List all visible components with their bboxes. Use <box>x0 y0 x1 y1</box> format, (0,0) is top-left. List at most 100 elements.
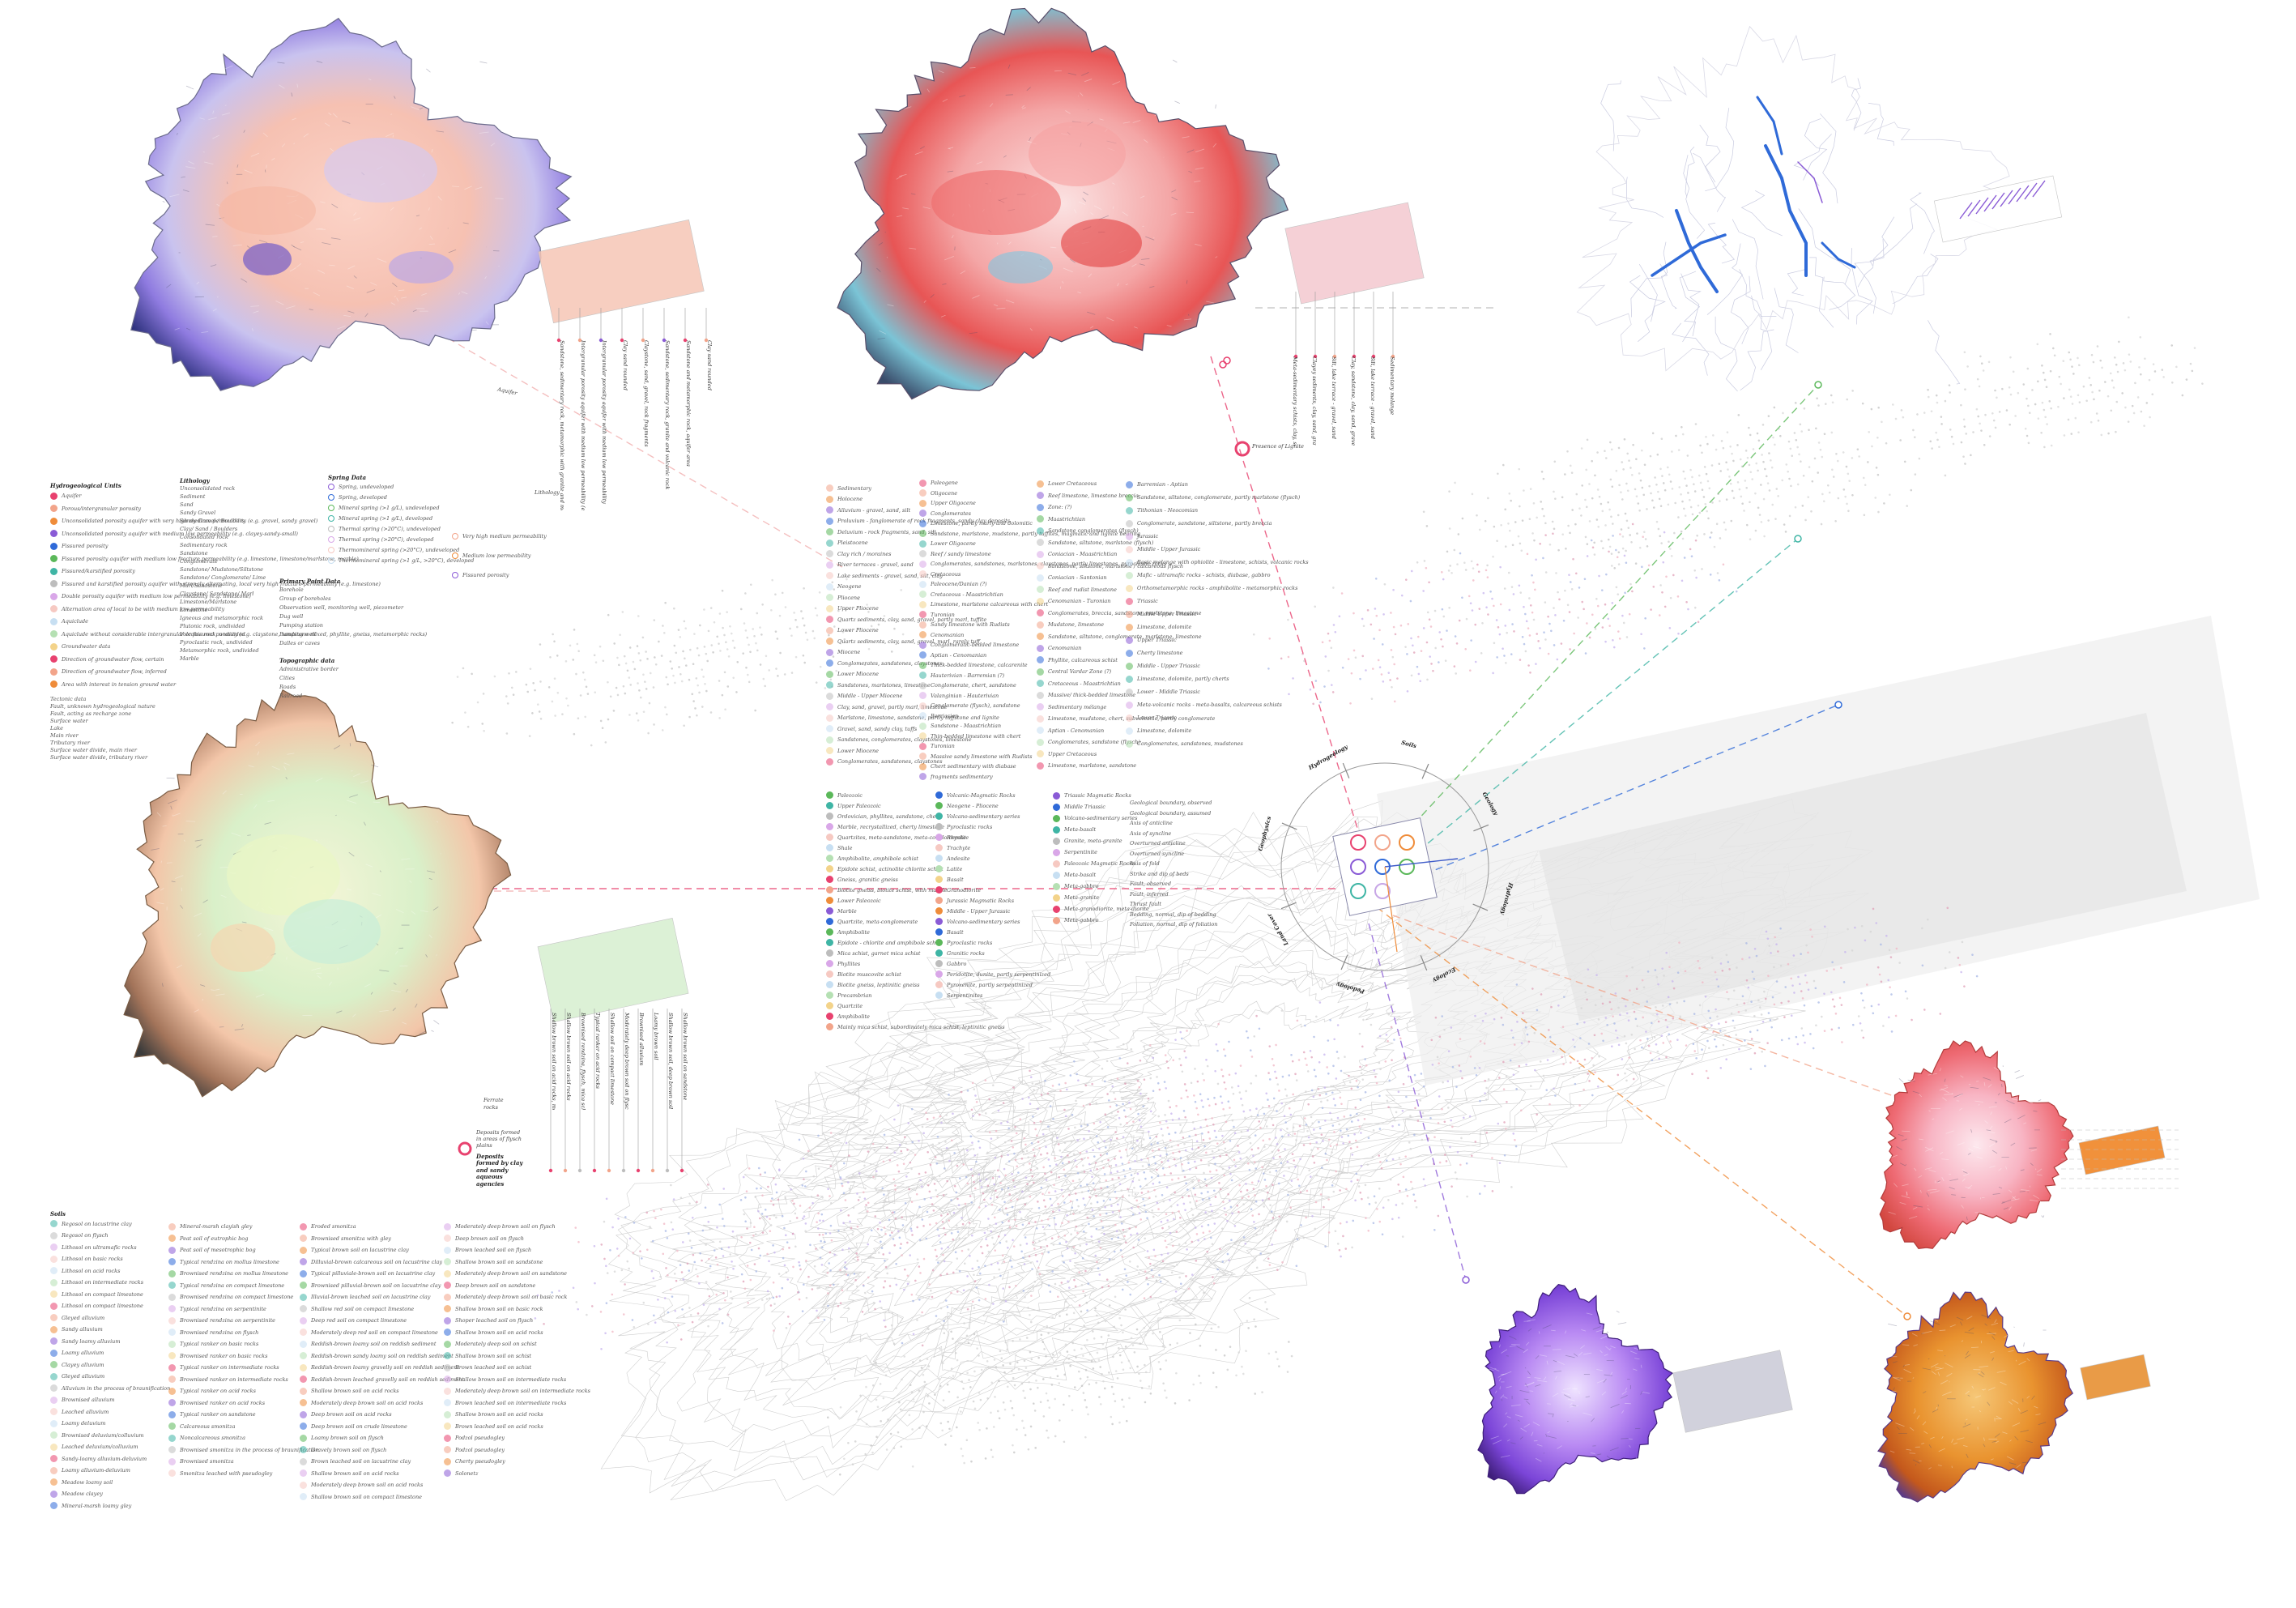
grid-dot <box>1699 481 1702 484</box>
connector-end-icon <box>1462 1276 1470 1284</box>
soil-unit-patch <box>283 899 381 964</box>
grid-dot <box>1174 1290 1178 1293</box>
grid-dot <box>1602 1039 1604 1043</box>
grid-dot <box>1790 977 1792 980</box>
grid-dot <box>1404 646 1407 648</box>
grid-dot <box>1906 505 1908 507</box>
grid-dot <box>1254 1074 1258 1077</box>
relief-stroke <box>271 766 280 770</box>
grid-dot <box>1178 1276 1181 1279</box>
grid-dot <box>1479 1099 1481 1103</box>
grid-dot <box>1069 1260 1071 1262</box>
grid-dot <box>1334 1230 1337 1233</box>
grid-dot <box>1037 1266 1040 1269</box>
grid-dot <box>1447 569 1450 572</box>
relief-stroke <box>1963 1173 1970 1176</box>
river-line <box>1751 295 1773 370</box>
grid-dot <box>1357 1119 1360 1122</box>
grid-dot <box>1803 407 1806 410</box>
relief-stroke <box>952 235 954 239</box>
grid-dot <box>1869 930 1872 933</box>
relief-stroke <box>1989 1143 1996 1147</box>
relief-stroke <box>1007 64 1011 69</box>
relief-stroke <box>1557 1445 1562 1449</box>
grid-dot <box>890 1324 893 1327</box>
grid-dot <box>931 1143 935 1146</box>
grid-dot <box>683 1315 685 1318</box>
grid-dot <box>1193 1094 1195 1097</box>
grid-dot <box>680 1271 684 1273</box>
grid-dot <box>1073 1060 1076 1063</box>
grid-dot <box>1045 1179 1048 1181</box>
grid-dot <box>1216 1142 1219 1145</box>
grid-dot <box>1262 1139 1265 1142</box>
grid-dot <box>1510 1186 1513 1188</box>
grid-dot <box>1655 1013 1659 1016</box>
grid-dot <box>1493 1017 1496 1021</box>
grid-dot <box>769 1230 772 1233</box>
grid-dot <box>1073 1278 1076 1282</box>
geology-unit-patch <box>1029 122 1126 186</box>
grid-dot <box>1102 1380 1105 1383</box>
grid-dot <box>1992 419 1996 422</box>
grid-dot <box>993 1183 996 1186</box>
relief-stroke <box>1902 1130 1910 1132</box>
grid-dot <box>1114 1158 1116 1160</box>
grid-dot <box>723 633 726 637</box>
grid-dot <box>1715 1045 1718 1048</box>
grid-dot <box>756 1187 758 1190</box>
grid-dot <box>1200 1225 1203 1228</box>
grid-dot <box>1299 1191 1302 1193</box>
grid-dot <box>1051 1316 1054 1319</box>
grid-dot <box>1311 1122 1314 1125</box>
grid-dot <box>811 1288 814 1290</box>
grid-dot <box>451 721 454 724</box>
relief-stroke <box>2001 1199 2012 1204</box>
grid-dot <box>1108 1225 1110 1228</box>
grid-dot <box>1140 1192 1144 1194</box>
grid-dot <box>1676 971 1680 975</box>
grid-dot <box>1032 1402 1035 1405</box>
relief-stroke <box>1967 1153 1971 1155</box>
grid-dot <box>1242 1236 1246 1239</box>
grid-dot <box>600 1243 603 1246</box>
grid-dot <box>1124 1346 1127 1348</box>
grid-dot <box>1004 1207 1007 1210</box>
relief-stroke <box>2021 1461 2029 1464</box>
relief-stroke <box>1497 1373 1505 1378</box>
grid-dot <box>866 604 868 606</box>
grid-dot <box>1889 493 1891 497</box>
relief-stroke <box>1564 1394 1571 1399</box>
grid-dot <box>2152 363 2155 365</box>
grid-dot <box>641 1257 643 1260</box>
grid-dot <box>1287 618 1289 621</box>
grid-dot <box>966 1090 969 1092</box>
grid-dot <box>1779 434 1782 437</box>
grid-dot <box>1327 669 1330 672</box>
grid-dot <box>1635 987 1638 991</box>
grid-dot <box>1416 635 1420 638</box>
grid-dot <box>1349 1147 1352 1149</box>
grid-dot <box>1045 1239 1047 1241</box>
grid-dot <box>811 1201 814 1205</box>
grid-dot <box>880 1307 883 1309</box>
grid-dot <box>939 1241 942 1243</box>
grid-dot <box>965 1439 969 1442</box>
grid-dot <box>1115 1230 1118 1233</box>
grid-dot <box>1918 457 1921 460</box>
grid-dot <box>936 1195 939 1198</box>
relief-stroke <box>1962 1171 1968 1174</box>
grid-dot <box>1187 1162 1190 1164</box>
relief-stroke <box>976 161 983 164</box>
grid-dot <box>620 1269 624 1272</box>
grid-dot <box>1180 1282 1182 1286</box>
grid-dot <box>674 681 676 685</box>
grid-dot <box>1638 546 1642 549</box>
grid-dot <box>748 1241 752 1244</box>
grid-dot <box>1760 1013 1763 1016</box>
grid-dot <box>731 1297 734 1300</box>
grid-dot <box>1211 1117 1213 1120</box>
grid-dot <box>1446 550 1449 553</box>
grid-dot <box>880 1228 883 1231</box>
